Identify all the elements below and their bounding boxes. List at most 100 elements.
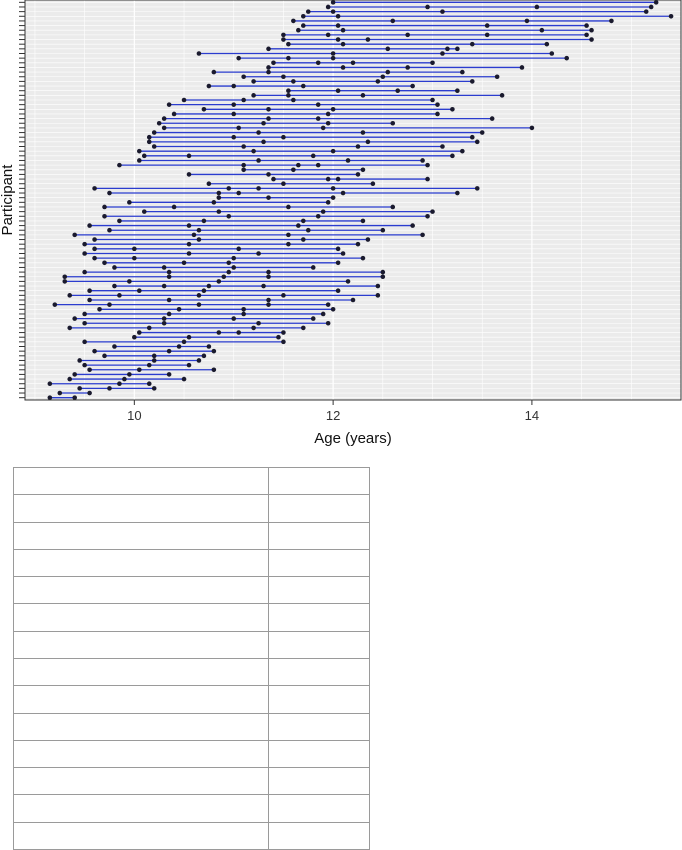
participant-row bbox=[102, 213, 430, 219]
age-point bbox=[301, 23, 306, 28]
table-cell bbox=[268, 657, 370, 687]
table-cell bbox=[13, 712, 269, 741]
age-point bbox=[330, 307, 336, 312]
age-point bbox=[92, 237, 97, 242]
participant-row bbox=[301, 13, 674, 19]
participant-row bbox=[92, 348, 217, 354]
participant-row bbox=[82, 241, 361, 247]
age-point bbox=[385, 69, 391, 75]
age-point bbox=[286, 41, 291, 47]
age-point bbox=[211, 367, 217, 373]
participant-row bbox=[241, 74, 500, 80]
participant-row bbox=[241, 167, 366, 173]
age-point bbox=[335, 176, 341, 182]
age-point bbox=[256, 186, 261, 191]
participant-row bbox=[141, 153, 455, 159]
age-point bbox=[330, 9, 336, 14]
age-point bbox=[107, 227, 112, 233]
age-point bbox=[266, 302, 271, 307]
age-point bbox=[266, 172, 271, 177]
table-cell bbox=[13, 767, 269, 796]
age-point bbox=[82, 251, 87, 256]
age-point bbox=[171, 204, 177, 210]
age-point bbox=[62, 274, 68, 280]
age-point bbox=[529, 125, 535, 131]
age-point bbox=[286, 88, 291, 93]
table-cell bbox=[13, 739, 269, 769]
participant-row bbox=[127, 200, 331, 205]
age-point bbox=[474, 139, 480, 145]
age-point bbox=[425, 4, 430, 10]
age-point bbox=[430, 209, 435, 214]
age-point bbox=[430, 97, 435, 103]
age-point bbox=[181, 97, 187, 103]
age-point bbox=[340, 190, 346, 196]
table-cell bbox=[268, 630, 370, 659]
age-point bbox=[176, 344, 182, 349]
age-point bbox=[156, 120, 162, 126]
age-point bbox=[325, 320, 331, 326]
age-point bbox=[196, 227, 202, 233]
table-cell bbox=[268, 767, 370, 796]
table-row bbox=[13, 767, 370, 796]
participant-row bbox=[97, 307, 336, 312]
age-point bbox=[241, 311, 246, 317]
age-point bbox=[117, 162, 122, 168]
age-point bbox=[330, 186, 336, 191]
age-point bbox=[52, 302, 58, 307]
age-point bbox=[166, 269, 172, 275]
age-point bbox=[390, 18, 396, 24]
participant-row bbox=[72, 232, 425, 238]
participant-row bbox=[161, 125, 535, 131]
table-row bbox=[13, 712, 370, 741]
age-point bbox=[102, 353, 107, 359]
x-tick-label: 14 bbox=[525, 408, 539, 423]
age-point bbox=[469, 79, 475, 84]
age-point bbox=[216, 279, 222, 284]
age-point bbox=[191, 232, 197, 238]
age-point bbox=[276, 334, 281, 340]
age-point bbox=[390, 204, 396, 210]
table-cell bbox=[268, 521, 370, 550]
age-point bbox=[325, 4, 331, 10]
age-point bbox=[102, 213, 107, 219]
participant-row bbox=[330, 0, 659, 5]
age-point bbox=[534, 4, 540, 10]
age-point bbox=[281, 293, 286, 298]
age-point bbox=[82, 339, 87, 345]
age-point bbox=[82, 362, 87, 368]
age-point bbox=[47, 381, 53, 387]
age-point bbox=[216, 209, 222, 214]
age-point bbox=[330, 55, 336, 61]
age-point bbox=[186, 172, 192, 177]
age-point bbox=[360, 218, 366, 224]
age-point bbox=[301, 218, 306, 224]
age-point bbox=[241, 144, 246, 149]
age-point bbox=[211, 200, 217, 205]
age-point bbox=[186, 241, 192, 247]
participant-row bbox=[82, 269, 386, 275]
age-point bbox=[355, 241, 361, 247]
age-point bbox=[196, 358, 202, 363]
age-point bbox=[166, 372, 172, 377]
age-point bbox=[151, 130, 157, 135]
age-point bbox=[241, 74, 246, 80]
age-point bbox=[256, 320, 261, 326]
age-point bbox=[315, 116, 321, 121]
age-point bbox=[132, 246, 137, 252]
age-point bbox=[146, 362, 152, 368]
age-point bbox=[137, 158, 142, 163]
age-point bbox=[166, 311, 172, 317]
table-row bbox=[13, 494, 370, 523]
age-point bbox=[330, 148, 336, 154]
age-point bbox=[425, 162, 430, 168]
age-point bbox=[112, 344, 117, 349]
age-point bbox=[544, 41, 550, 47]
age-point bbox=[325, 176, 331, 182]
age-point bbox=[350, 60, 356, 66]
age-point bbox=[201, 288, 207, 293]
age-point bbox=[231, 265, 237, 270]
age-point bbox=[92, 246, 97, 252]
participant-row bbox=[286, 41, 550, 47]
participant-row bbox=[92, 237, 371, 242]
